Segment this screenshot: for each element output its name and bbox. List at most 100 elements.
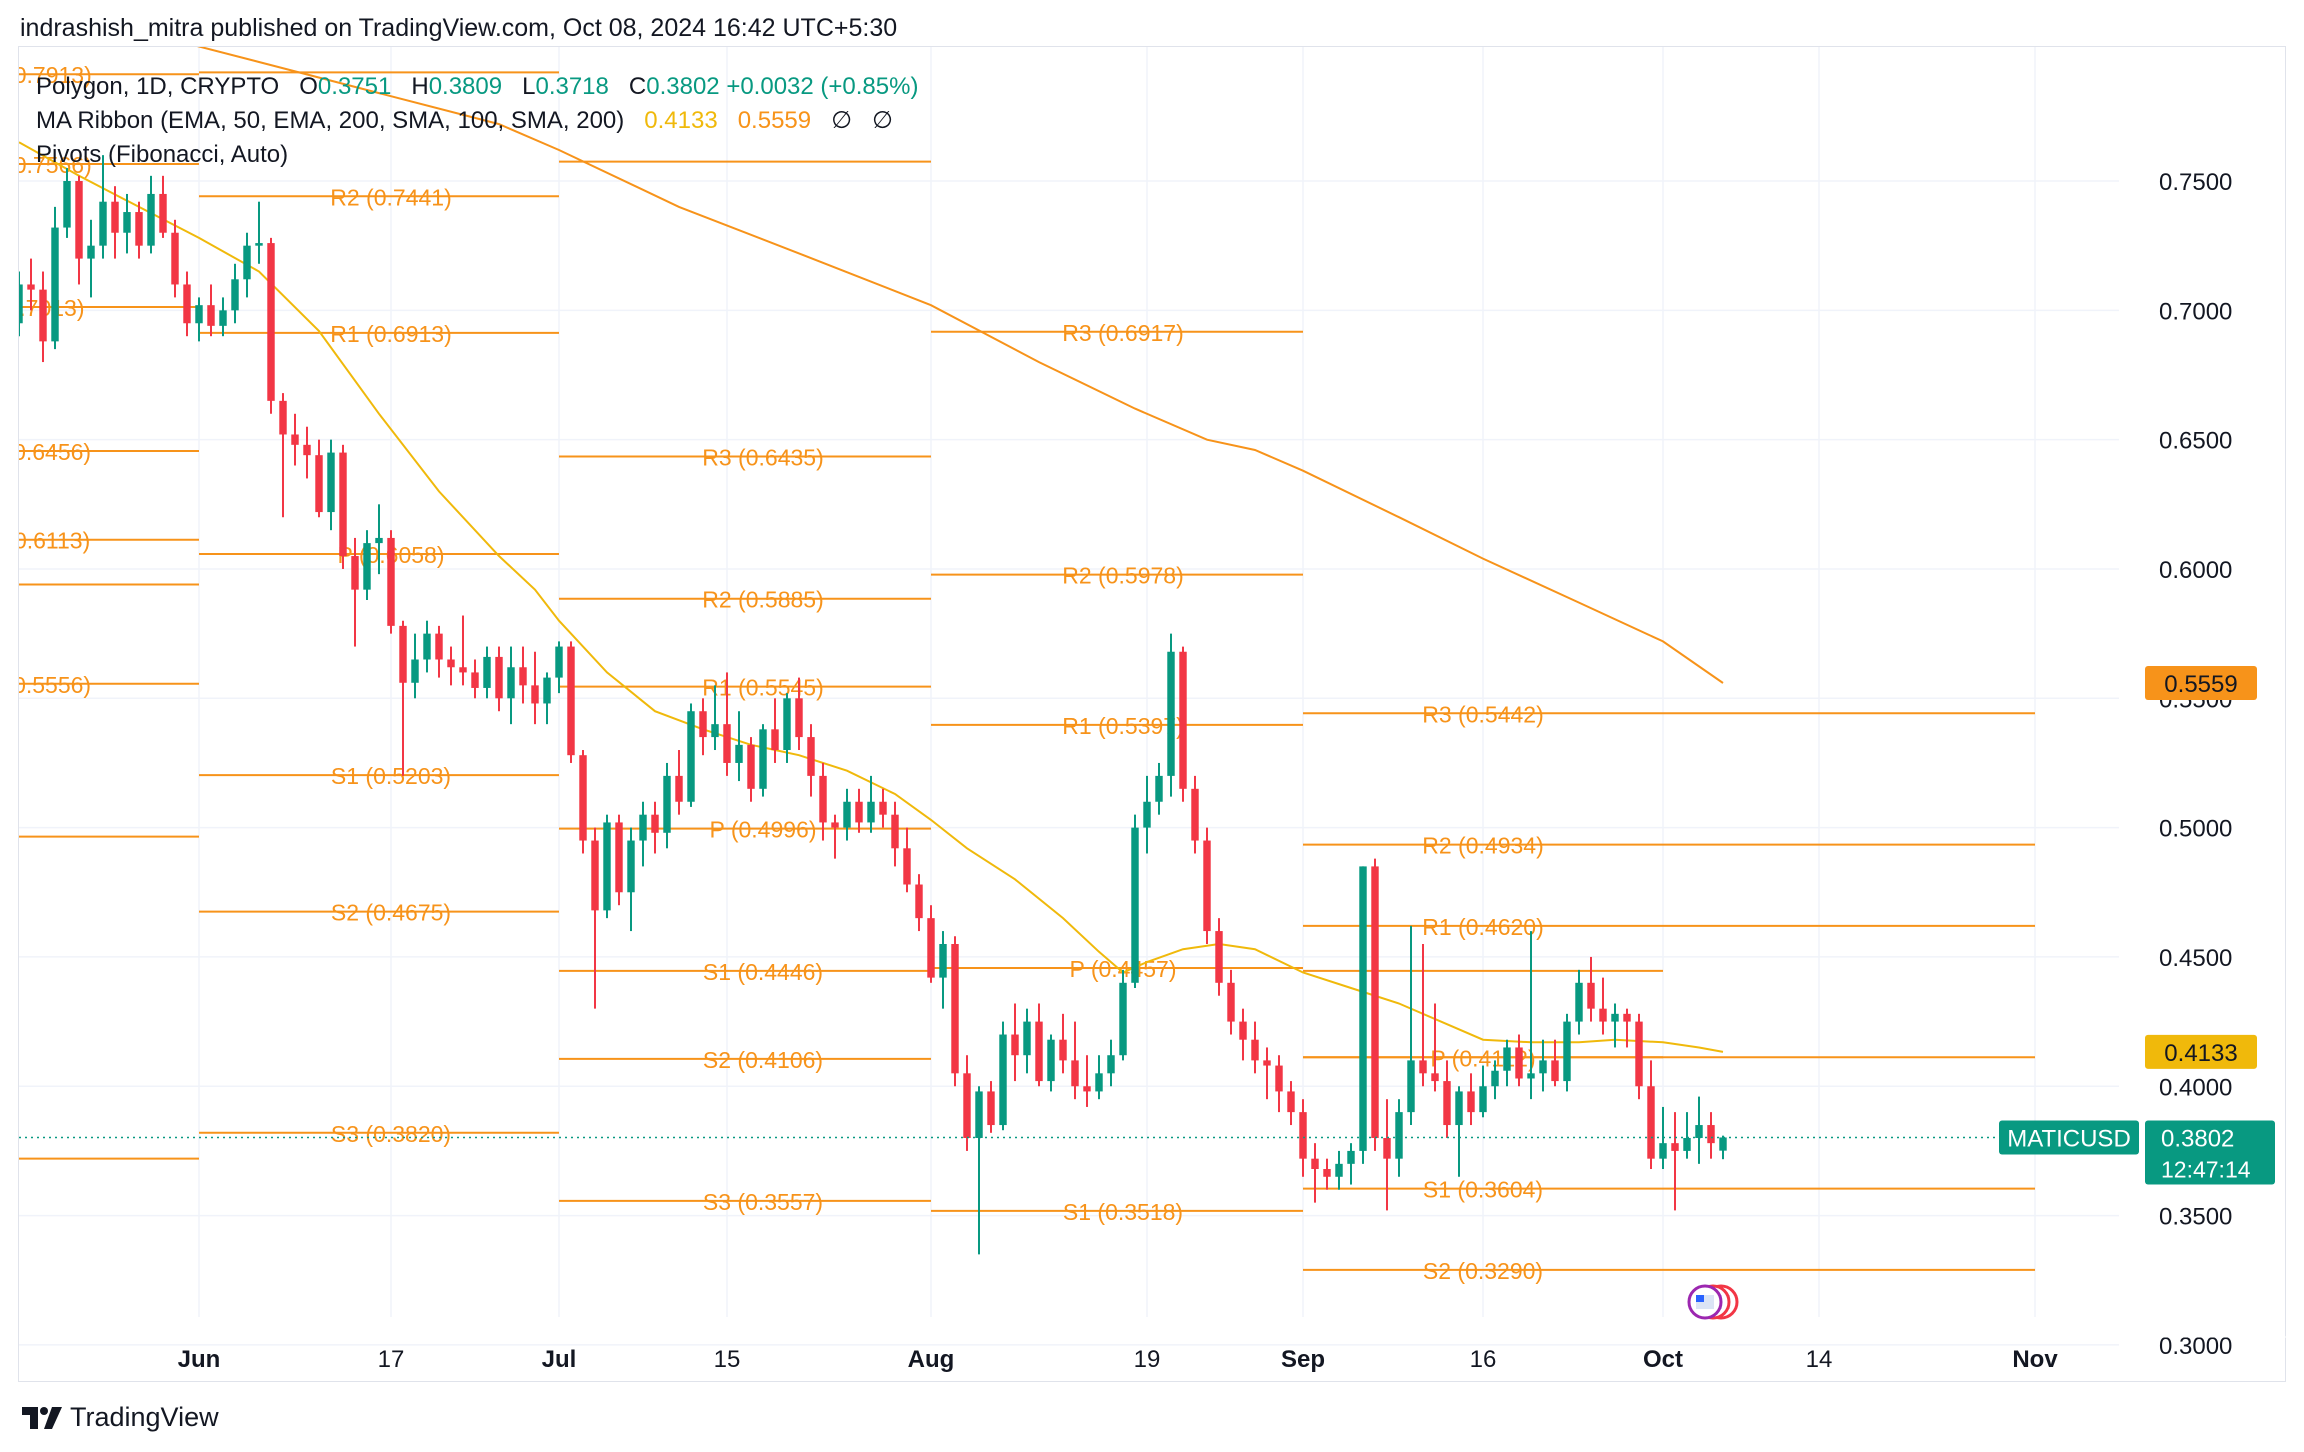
candle bbox=[231, 263, 239, 324]
ma-ribbon bbox=[19, 47, 1724, 1053]
time-tick-label: Aug bbox=[908, 1346, 955, 1373]
candle-body bbox=[195, 305, 203, 324]
candle bbox=[1371, 858, 1379, 1151]
candle-body bbox=[1443, 1081, 1451, 1126]
chart-legend: Polygon, 1D, CRYPTO O0.3751 H0.3809 L0.3… bbox=[36, 70, 918, 172]
candle-body bbox=[1083, 1086, 1091, 1092]
price-axis[interactable]: 0.30000.35000.40000.45000.50000.55000.60… bbox=[1999, 169, 2275, 1360]
candle bbox=[315, 439, 323, 518]
candle-body bbox=[315, 455, 323, 513]
candle bbox=[123, 193, 131, 254]
legend-ma-value-2: 0.5559 bbox=[737, 107, 812, 134]
candle-body bbox=[1371, 866, 1379, 1138]
candle bbox=[1539, 1039, 1547, 1092]
candle bbox=[1359, 866, 1367, 1164]
candle bbox=[783, 693, 791, 763]
candle-body bbox=[1707, 1125, 1715, 1144]
candle-body bbox=[435, 633, 443, 660]
pivot-label: S2 (0.4675) bbox=[331, 900, 451, 926]
candle-body bbox=[231, 279, 239, 311]
pivot-label: P (0.4996) bbox=[710, 817, 817, 843]
candle bbox=[771, 698, 779, 763]
candle-body bbox=[99, 201, 107, 246]
publisher-line: indrashish_mitra published on TradingVie… bbox=[20, 14, 898, 42]
candle-body bbox=[39, 289, 47, 342]
candle-body bbox=[975, 1091, 983, 1138]
candle-body bbox=[303, 444, 311, 456]
time-axis[interactable]: Jun 17 Jul 15 Aug 19 Sep 16 Oct 14 Nov bbox=[19, 1336, 2287, 1373]
last-price-badge-bg bbox=[2145, 1120, 2275, 1185]
candle bbox=[1131, 814, 1139, 988]
candle bbox=[1095, 1055, 1103, 1100]
legend-symbol[interactable]: Polygon, 1D, CRYPTO bbox=[36, 73, 280, 100]
candle-body bbox=[855, 801, 863, 823]
legend-ma-title[interactable]: MA Ribbon (EMA, 50, EMA, 200, SMA, 100, … bbox=[36, 107, 625, 134]
candle-body bbox=[1659, 1143, 1667, 1159]
time-tick-label: 16 bbox=[1470, 1346, 1497, 1373]
time-tick-label: Jul bbox=[542, 1346, 577, 1373]
candle bbox=[531, 651, 539, 725]
candle-body bbox=[795, 698, 803, 738]
legend-pivots-title[interactable]: Pivots (Fibonacci, Auto) bbox=[36, 141, 289, 168]
candle bbox=[39, 271, 47, 363]
price-tick-label: 0.7000 bbox=[2159, 298, 2232, 325]
ma-badge-bg bbox=[2145, 1034, 2257, 1069]
candle bbox=[135, 201, 143, 259]
candle bbox=[459, 615, 467, 686]
candle-body bbox=[735, 744, 743, 763]
candle-body bbox=[627, 840, 635, 893]
time-tick-label: Sep bbox=[1281, 1346, 1325, 1373]
candle bbox=[1287, 1081, 1295, 1126]
pivot-label: R2 (0.4934) bbox=[1422, 833, 1543, 859]
candle bbox=[1323, 1158, 1331, 1190]
candle-body bbox=[1455, 1091, 1463, 1126]
economic-events[interactable] bbox=[1687, 1284, 1739, 1320]
candle bbox=[291, 413, 299, 466]
candle bbox=[267, 237, 275, 414]
candle-body bbox=[219, 310, 227, 326]
footer-branding: TradingView bbox=[22, 1402, 219, 1433]
candle bbox=[1035, 1003, 1043, 1087]
candle-body bbox=[423, 633, 431, 660]
candle bbox=[1407, 925, 1415, 1126]
candle-body bbox=[663, 775, 671, 833]
candle-body bbox=[927, 918, 935, 978]
candle bbox=[687, 703, 695, 807]
price-tick-label: 0.4000 bbox=[2159, 1074, 2232, 1101]
candle-body bbox=[1275, 1065, 1283, 1092]
candle-body bbox=[135, 212, 143, 246]
legend-change: +0.0032 (+0.85%) bbox=[726, 73, 919, 100]
candle bbox=[795, 677, 803, 751]
candle-body bbox=[339, 452, 347, 557]
flag-canton bbox=[1696, 1295, 1704, 1302]
candle bbox=[63, 168, 71, 238]
candle bbox=[435, 625, 443, 678]
candle bbox=[819, 762, 827, 841]
candle-body bbox=[363, 543, 371, 590]
candle bbox=[1647, 1060, 1655, 1170]
candle bbox=[747, 737, 755, 802]
candle bbox=[939, 931, 947, 1009]
candle-body bbox=[1035, 1021, 1043, 1082]
pivot-label: S3 (0.3557) bbox=[703, 1189, 823, 1215]
candle-body bbox=[1563, 1021, 1571, 1082]
candle-body bbox=[255, 243, 263, 246]
pivot-label: R1 (0.4620) bbox=[1422, 914, 1543, 940]
candle-body bbox=[1107, 1055, 1115, 1074]
legend-ma-row: MA Ribbon (EMA, 50, EMA, 200, SMA, 100, … bbox=[36, 104, 918, 138]
candle bbox=[1431, 1003, 1439, 1092]
pivot-label: S1 (0.4446) bbox=[703, 959, 823, 985]
chart-frame[interactable]: R2 (0.7913)R1 (0.7566)P (0.7013)S1 (0.64… bbox=[18, 46, 2287, 1383]
candle-body bbox=[1467, 1091, 1475, 1113]
candle-body bbox=[1011, 1034, 1019, 1056]
candle bbox=[555, 641, 563, 694]
candle-body bbox=[459, 667, 467, 673]
price-chart[interactable]: R2 (0.7913)R1 (0.7566)P (0.7013)S1 (0.64… bbox=[19, 47, 2287, 1383]
candle-body bbox=[87, 245, 95, 259]
candle-body bbox=[1671, 1143, 1679, 1151]
candle bbox=[483, 646, 491, 699]
candle bbox=[855, 788, 863, 833]
legend-ma-empty-1: ∅ bbox=[831, 107, 853, 134]
candle bbox=[1227, 969, 1235, 1035]
legend-o-label: O bbox=[299, 73, 318, 100]
